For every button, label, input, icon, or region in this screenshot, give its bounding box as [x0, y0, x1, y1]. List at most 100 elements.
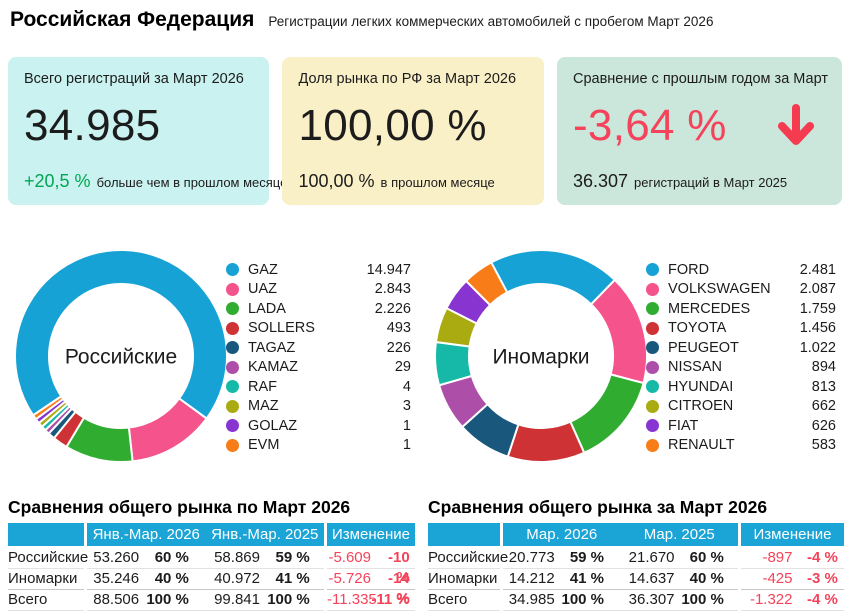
- legend-item: NISSAN 894: [646, 358, 836, 378]
- legend-color-dot: [226, 263, 239, 277]
- legend-value: 1.456: [799, 320, 836, 337]
- legend-label: RENAULT: [668, 437, 735, 454]
- cell-previous-value: 99.841: [214, 591, 260, 608]
- card-value: 100,00 %: [298, 101, 487, 150]
- legend-color-dot: [646, 263, 659, 277]
- legend-value: 1.022: [799, 339, 836, 356]
- donut-slice-renault: [464, 261, 509, 307]
- cell-previous-percent: 40 %: [689, 570, 724, 587]
- row-label: Иномарки: [428, 569, 500, 590]
- legend-value: 29: [394, 359, 411, 376]
- table-header: Мар. 2026 Мар. 2025 Изменение: [428, 523, 844, 546]
- legend-label: GAZ: [248, 261, 278, 278]
- cell-change-percent: -4 %: [806, 549, 838, 566]
- legend-color-dot: [646, 419, 659, 433]
- card-footer: 100,00 % в прошлом месяце: [298, 171, 494, 192]
- cell-current-value: 20.773: [508, 549, 555, 566]
- legend-label: LADA: [248, 300, 286, 317]
- card-title: Доля рынка по РФ за Март 2026: [298, 71, 517, 87]
- cell-change-percent: -10 %: [388, 549, 410, 586]
- legend-item: GAZ 14.947: [226, 260, 411, 280]
- legend-label: SOLLERS: [248, 320, 315, 337]
- cell-previous-percent: 41 %: [275, 570, 310, 587]
- row-label: Иномарки: [8, 569, 84, 590]
- header-col-previous-period: Янв.-Мар. 2025: [211, 526, 319, 543]
- legend-color-dot: [646, 302, 659, 316]
- stat-cards: Всего регистраций за Март 2026 34.985 +2…: [8, 57, 842, 205]
- legend-color-dot: [646, 282, 659, 296]
- cell-current-percent: 59 %: [569, 549, 605, 566]
- cell-change-percent: -14 %: [388, 570, 410, 607]
- legend-value: 626: [811, 417, 836, 434]
- card-note: больше чем в прошлом месяце: [96, 175, 288, 190]
- table-ytd-market-comparison: Сравнения общего рынка по Март 2026 Янв.…: [8, 497, 415, 611]
- cell-current-value: 14.212: [508, 570, 555, 587]
- cell-previous-value: 40.972: [214, 570, 260, 587]
- cell-change-percent: -11 %: [371, 591, 410, 608]
- table-title: Сравнения общего рынка по Март 2026: [8, 497, 351, 517]
- legend-value: 583: [811, 437, 836, 454]
- table-row: Российские 53.260 60 % 58.869 59 % -5.609 -10 …: [8, 548, 415, 586]
- legend-label: UAZ: [248, 281, 277, 298]
- legend-color-dot: [226, 360, 239, 374]
- table-row: Всего 34.985 100 % 36.307 100 % -1.322 -4 %: [428, 590, 844, 611]
- legend-value: 1: [402, 437, 411, 454]
- table-title: Сравнения общего рынка за Март 2026: [428, 497, 768, 517]
- legend-label: CITROEN: [668, 398, 734, 415]
- legend-label: HYUNDAI: [668, 378, 734, 395]
- legend-item: FIAT 626: [646, 416, 836, 436]
- legend-value: 662: [811, 398, 836, 415]
- legend-label: KAMAZ: [248, 359, 298, 376]
- table-body: Российские 20.773 59 % 21.670 60 % -897 -4 % Ин…: [428, 546, 844, 611]
- legend-label: FIAT: [668, 417, 699, 434]
- legend-color-dot: [646, 399, 659, 413]
- legend-label: PEUGEOT: [668, 339, 739, 356]
- legend-color-dot: [646, 438, 659, 452]
- legend-label: RAF: [248, 378, 277, 395]
- legend-color-dot: [646, 341, 659, 355]
- donut-chart-domestic-brands: Российские: [14, 249, 228, 463]
- legend-item: TOYOTA 1.456: [646, 319, 836, 339]
- cell-current-value: 35.246: [93, 570, 140, 587]
- donut-center-label: Российские: [65, 345, 177, 368]
- legend-label: MAZ: [248, 398, 279, 415]
- month-change-percent: +20,5 %: [24, 171, 91, 191]
- legend-item: CITROEN 662: [646, 397, 836, 417]
- card-note: регистраций в Март 2025: [634, 175, 788, 190]
- legend-item: TAGAZ 226: [226, 338, 411, 358]
- card-note: в прошлом месяце: [380, 175, 495, 190]
- page-title: Российская Федерация: [10, 8, 255, 31]
- legend-item: UAZ 2.843: [226, 280, 411, 300]
- legend-value: 4: [402, 378, 411, 395]
- card-footer: +20,5 % больше чем в прошлом месяце: [24, 171, 287, 192]
- header-period-group: Янв.-Мар. 2026 Янв.-Мар. 2025: [87, 523, 324, 546]
- cell-current-value: 88.506: [93, 591, 140, 608]
- legend-label: EVM: [248, 437, 280, 454]
- legend-value: 1: [402, 417, 411, 434]
- card-value: -3,64 %: [572, 101, 727, 150]
- cell-change-value: -11.335: [327, 591, 377, 608]
- row-label: Российские: [8, 548, 88, 569]
- table-row: Всего 88.506 100 % 99.841 100 % -11.335 -11 %: [8, 590, 415, 611]
- cell-change-percent: -3 %: [806, 570, 838, 587]
- previous-year-value: 36.307: [572, 171, 629, 191]
- cell-change-value: -897: [762, 549, 793, 566]
- legend-item: EVM 1: [226, 436, 411, 456]
- legend-value: 813: [811, 378, 836, 395]
- header-empty-cell: [428, 523, 500, 546]
- card-title: Сравнение с прошлым годом за Март: [572, 71, 828, 87]
- stat-card-market-share: Доля рынка по РФ за Март 2026 100,00 % 1…: [282, 57, 544, 205]
- legend-item: MERCEDES 1.759: [646, 299, 836, 319]
- donut-slice-toyota: [506, 420, 586, 463]
- legend-label: TOYOTA: [668, 320, 727, 337]
- cell-previous-value: 36.307: [628, 591, 675, 608]
- row-label: Всего: [8, 590, 84, 611]
- legend-color-dot: [226, 282, 239, 296]
- legend-value: 3: [402, 398, 411, 415]
- legend-color-dot: [226, 419, 239, 433]
- legend-value: 14.947: [366, 261, 411, 278]
- table-row: Иномарки 14.212 41 % 14.637 40 % -425 -3 %: [428, 569, 844, 590]
- page-subtitle: Регистрации легких коммерческих автомоби…: [268, 14, 714, 29]
- header-col-previous-period: Мар. 2025: [643, 526, 715, 543]
